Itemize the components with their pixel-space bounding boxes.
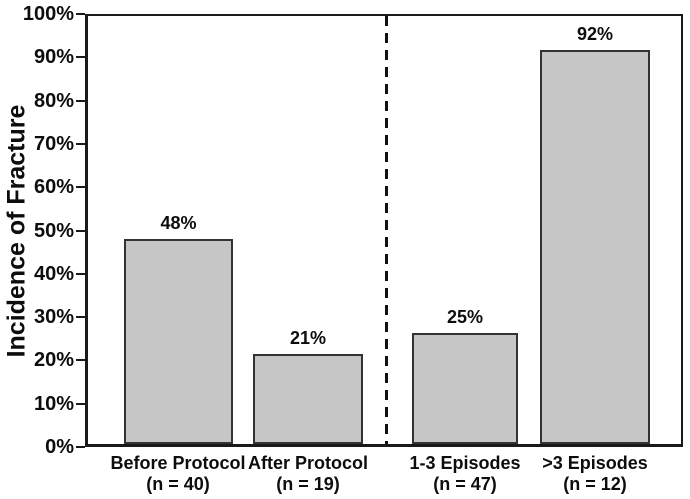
- y-tick-mark: [76, 186, 85, 189]
- x-category-name: After Protocol: [247, 453, 369, 473]
- bar-after-protocol: [253, 354, 363, 444]
- y-tick-mark: [76, 446, 85, 448]
- y-tick-label: 60%: [33, 176, 74, 199]
- x-category-label-3-episodes: >3 Episodes (n = 12): [542, 453, 648, 495]
- group-separator-line: [385, 16, 388, 444]
- bar-value-label: 48%: [160, 213, 197, 233]
- y-tick-mark: [76, 316, 85, 319]
- x-category-n-count: (n = 19): [276, 474, 340, 494]
- bar-value-label: 25%: [446, 307, 484, 327]
- x-category-label-1-3-episodes: 1-3 Episodes (n = 47): [409, 453, 520, 495]
- x-category-n-count: (n = 47): [433, 474, 497, 494]
- y-tick-label: 0%: [45, 436, 74, 458]
- y-tick-mark: [76, 99, 85, 102]
- x-category-name: >3 Episodes: [542, 453, 648, 473]
- x-category-n-count: (n = 12): [563, 474, 627, 494]
- y-tick-label: 40%: [33, 262, 74, 285]
- y-tick-label: 100%: [22, 3, 74, 25]
- y-tick-label: 90%: [33, 46, 74, 69]
- y-tick-mark: [76, 359, 85, 362]
- y-tick-label: 70%: [33, 132, 74, 155]
- x-category-name: 1-3 Episodes: [409, 453, 521, 473]
- y-tick-mark: [76, 56, 85, 59]
- bar-1-3-episodes: [412, 333, 518, 444]
- y-tick-mark: [76, 142, 85, 145]
- bar-before-protocol: [124, 239, 233, 444]
- bar-value-label: 92%: [576, 24, 614, 44]
- plot-inner: 48% 21% 25% 92%: [88, 16, 681, 444]
- x-category-n-count: (n = 40): [146, 474, 210, 494]
- plot-area: 48% 21% 25% 92%: [85, 14, 683, 447]
- bar-value-label: 21%: [289, 328, 327, 348]
- y-tick-label: 50%: [33, 219, 74, 242]
- y-tick-mark: [76, 272, 85, 275]
- x-category-label-before-protocol: Before Protocol (n = 40): [110, 453, 245, 495]
- y-tick-label: 80%: [33, 89, 74, 112]
- bar-3-episodes: [540, 50, 650, 444]
- y-tick-label: 20%: [33, 349, 74, 372]
- y-tick-label: 30%: [33, 306, 74, 329]
- y-tick-label: 10%: [33, 392, 74, 415]
- y-tick-mark: [76, 229, 85, 232]
- x-category-label-after-protocol: After Protocol (n = 19): [248, 453, 368, 495]
- y-tick-mark: [76, 402, 85, 405]
- x-category-name: Before Protocol: [110, 453, 246, 473]
- y-tick-mark: [76, 13, 85, 15]
